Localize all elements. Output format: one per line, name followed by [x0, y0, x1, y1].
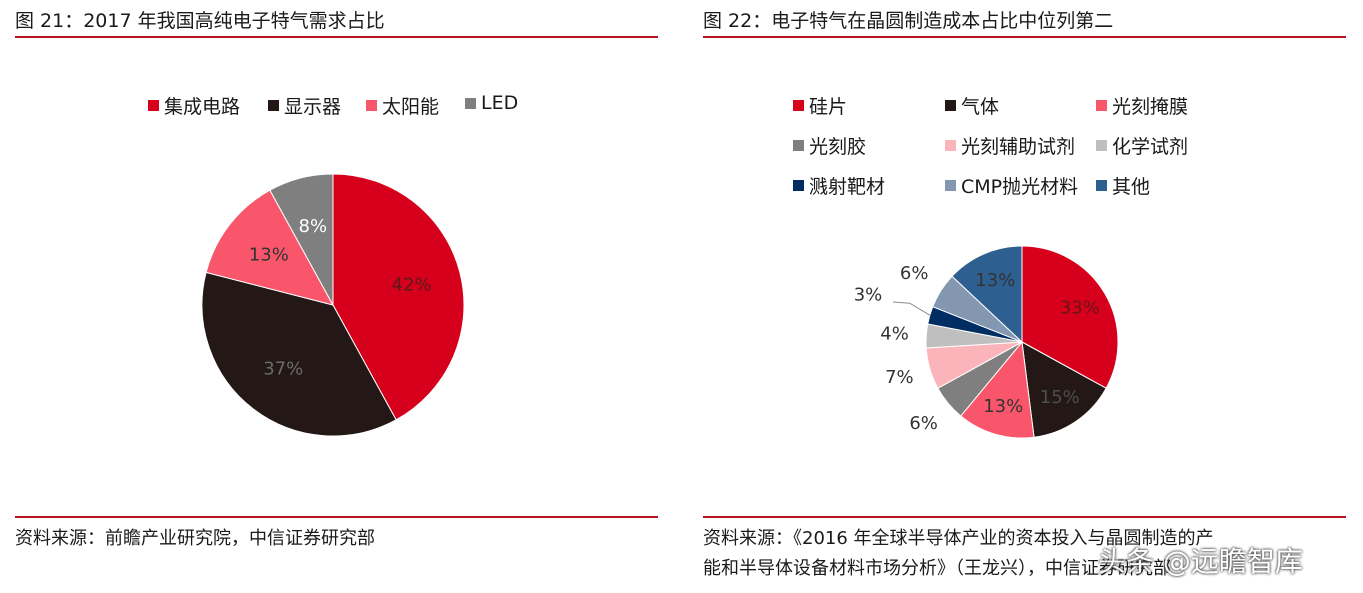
- legend-label: CMP抛光材料: [961, 176, 1079, 198]
- figure-21: 图 21：2017 年我国高纯电子特气需求占比 集成电路 显示器 太阳能 LED 42…: [15, 0, 658, 593]
- legend-label: 其他: [1112, 176, 1151, 198]
- legend-item: 溅射靶材: [793, 172, 885, 199]
- legend-item: 气体: [945, 92, 999, 119]
- legend-swatch: [793, 140, 804, 151]
- legend-label: 硅片: [809, 96, 848, 118]
- legend-swatch: [1096, 140, 1107, 151]
- legend-label: 光刻辅助试剂: [961, 136, 1076, 158]
- watermark-text: 头条 @远瞻智库: [1098, 545, 1303, 578]
- legend-label: 光刻胶: [809, 136, 867, 158]
- legend-label: 光刻掩膜: [1112, 96, 1189, 118]
- pie-slice: [269, 173, 334, 306]
- data-label: 15%: [1040, 387, 1080, 408]
- legend-item: 化学试剂: [1096, 132, 1188, 159]
- legend-item: 太阳能: [366, 92, 439, 119]
- source-note: 资料来源：《2016 年全球半导体产业的资本投入与晶圆制造的产 能和半导体设备材…: [703, 524, 1346, 584]
- legend-item: LED: [465, 92, 518, 114]
- data-label: 3%: [854, 285, 883, 306]
- data-label: 37%: [263, 359, 303, 380]
- legend-swatch: [268, 100, 279, 111]
- data-label: 4%: [880, 323, 909, 344]
- pie-chart: 42% 37% 13% 8%: [201, 173, 465, 437]
- source-line: 资料来源：《2016 年全球半导体产业的资本投入与晶圆制造的产: [703, 528, 1214, 549]
- title-rule: [703, 36, 1346, 38]
- pie-slice: [332, 173, 465, 421]
- legend-label: 显示器: [284, 96, 342, 118]
- legend-swatch: [366, 100, 377, 111]
- source-note: 资料来源：前瞻产业研究院，中信证券研究部: [15, 528, 375, 549]
- legend-swatch: [793, 100, 804, 111]
- legend-item: 显示器: [268, 92, 341, 119]
- legend-item: 其他: [1096, 172, 1150, 199]
- pie-slice: [1021, 245, 1119, 389]
- data-label: 7%: [885, 367, 914, 388]
- figure-22: 图 22：电子特气在晶圆制造成本占比中位列第二 硅片 气体 光刻掩膜光刻胶 光刻辅助试…: [703, 0, 1346, 593]
- data-label: 8%: [299, 216, 328, 237]
- legend-label: 溅射靶材: [809, 176, 886, 198]
- pie-slice: [960, 340, 1035, 439]
- pie-chart: 33% 15% 13% 6% 7% 4% 3% 6% 13%: [854, 245, 1119, 439]
- legend-label: LED: [481, 92, 519, 114]
- pie-slice: [205, 189, 334, 306]
- legend-label: 气体: [961, 96, 1000, 118]
- legend-label: 化学试剂: [1112, 136, 1189, 158]
- title-rule: [15, 36, 658, 38]
- source-rule: [703, 516, 1346, 518]
- pie-slice: [1021, 341, 1107, 438]
- legend-label: 集成电路: [164, 96, 241, 118]
- data-label: 42%: [392, 274, 432, 295]
- legend-item: 硅片: [793, 92, 847, 119]
- legend-swatch: [945, 140, 956, 151]
- legend-swatch: [1096, 100, 1107, 111]
- legend-item: CMP抛光材料: [945, 172, 1078, 199]
- data-label: 13%: [249, 245, 289, 266]
- legend-swatch: [148, 100, 159, 111]
- legend-item: 光刻胶: [793, 132, 866, 159]
- legend-swatch: [945, 180, 956, 191]
- chart-title: 图 22：电子特气在晶圆制造成本占比中位列第二: [703, 10, 1114, 32]
- legend-item: 光刻辅助试剂: [945, 132, 1075, 159]
- data-label: 13%: [983, 396, 1023, 417]
- legend-swatch: [465, 97, 476, 109]
- legend-swatch: [1096, 180, 1107, 191]
- data-label: 6%: [900, 263, 929, 284]
- source-line: 能和半导体设备材料市场分析》（王龙兴），中信证券研究部: [703, 558, 1171, 579]
- legend-item: 光刻掩膜: [1096, 92, 1188, 119]
- data-label: 6%: [909, 413, 938, 434]
- legend-item: 集成电路: [148, 92, 240, 119]
- legend-swatch: [945, 100, 956, 111]
- pie-slice: [201, 271, 397, 437]
- source-rule: [15, 516, 658, 518]
- data-label: 13%: [975, 270, 1015, 291]
- data-label: 33%: [1060, 297, 1100, 318]
- legend-label: 太阳能: [382, 96, 440, 118]
- pie-slice: [951, 245, 1023, 344]
- chart-title: 图 21：2017 年我国高纯电子特气需求占比: [15, 10, 385, 32]
- legend-swatch: [793, 180, 804, 191]
- leader-line: [892, 301, 931, 316]
